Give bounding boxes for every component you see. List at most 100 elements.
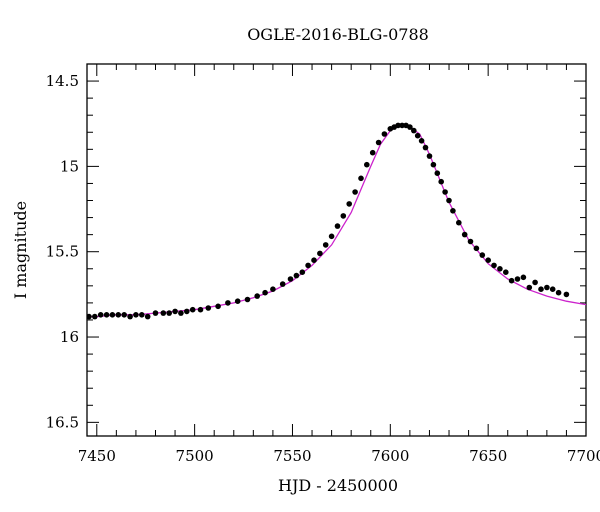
data-point xyxy=(430,161,437,168)
data-point xyxy=(491,262,497,269)
data-point xyxy=(352,189,358,195)
data-point xyxy=(503,269,509,276)
data-point xyxy=(103,312,110,318)
x-axis-ticks xyxy=(96,64,587,436)
data-point xyxy=(497,266,503,272)
data-point xyxy=(434,170,441,176)
data-point xyxy=(526,284,533,291)
data-point xyxy=(442,189,448,195)
y-tick-label: 14.5 xyxy=(46,72,79,90)
data-point xyxy=(305,262,311,269)
data-point xyxy=(133,312,139,318)
data-point xyxy=(189,306,196,313)
data-point xyxy=(346,201,353,207)
data-point xyxy=(520,274,527,281)
data-point xyxy=(152,310,159,316)
data-point xyxy=(407,124,413,130)
data-point xyxy=(254,293,260,299)
data-point xyxy=(317,250,323,257)
data-point xyxy=(456,219,462,226)
data-point xyxy=(544,284,550,291)
data-point xyxy=(358,175,364,182)
data-point xyxy=(479,252,486,258)
data-point xyxy=(244,296,251,303)
data-point xyxy=(467,238,474,245)
data-point xyxy=(127,313,133,320)
data-point xyxy=(322,242,329,248)
plot-frame xyxy=(86,63,587,437)
data-point xyxy=(549,286,556,293)
data-point xyxy=(328,233,335,240)
x-tick-label: 7450 xyxy=(78,447,116,465)
data-point xyxy=(311,257,317,264)
data-point xyxy=(92,313,98,320)
data-point xyxy=(160,310,167,316)
chart-title: OGLE-2016-BLG-0788 xyxy=(247,25,429,44)
data-point xyxy=(411,127,417,134)
data-point xyxy=(418,138,425,144)
data-point xyxy=(334,223,341,229)
data-point xyxy=(172,308,178,315)
data-point xyxy=(279,281,286,287)
x-axis-label: HJD - 2450000 xyxy=(278,476,398,495)
data-point xyxy=(87,313,92,320)
data-point xyxy=(563,291,570,298)
data-point xyxy=(121,312,127,318)
data-point xyxy=(234,298,241,305)
y-axis-ticks xyxy=(87,63,586,423)
y-axis-label: I magnitude xyxy=(11,201,30,299)
x-tick-label: 7600 xyxy=(371,447,409,465)
x-tick-label: 7700 xyxy=(567,447,600,465)
y-axis-tick-labels: 14.5 15 15.5 16 16.5 xyxy=(46,72,79,431)
y-tick-label: 15 xyxy=(60,157,79,175)
x-tick-label: 7500 xyxy=(176,447,214,465)
data-point xyxy=(375,139,382,146)
x-tick-label: 7550 xyxy=(273,447,311,465)
data-point xyxy=(262,289,268,296)
model-curve-line xyxy=(87,124,586,318)
data-point xyxy=(184,308,190,315)
data-point xyxy=(508,277,515,284)
data-point xyxy=(438,178,445,185)
model-curve-series xyxy=(87,124,586,318)
data-point xyxy=(364,161,370,168)
data-point xyxy=(166,310,172,316)
data-point xyxy=(215,303,221,310)
data-point xyxy=(485,257,492,264)
data-point xyxy=(369,149,376,156)
data-point xyxy=(225,300,231,306)
data-point xyxy=(414,132,421,139)
data-point xyxy=(205,305,212,311)
data-point xyxy=(399,122,405,129)
data-point xyxy=(287,276,294,282)
x-axis-tick-labels: 7450 7500 7550 7600 7650 7700 xyxy=(78,447,600,465)
data-point xyxy=(178,310,184,316)
data-point xyxy=(532,279,538,286)
x-tick-label: 7650 xyxy=(469,447,507,465)
data-point xyxy=(450,208,456,214)
data-point xyxy=(299,269,306,276)
data-point xyxy=(293,272,300,279)
photometry-points-series xyxy=(87,122,570,320)
y-tick-label: 15.5 xyxy=(46,243,79,261)
data-point xyxy=(395,122,401,129)
data-point xyxy=(340,213,347,219)
data-point xyxy=(97,312,104,318)
plot-border xyxy=(86,63,587,437)
data-point xyxy=(144,313,151,320)
data-point xyxy=(139,312,145,318)
data-point xyxy=(270,286,276,293)
data-point xyxy=(422,144,429,151)
data-point xyxy=(426,153,433,159)
y-tick-label: 16 xyxy=(60,328,79,346)
data-point xyxy=(109,312,116,318)
data-point xyxy=(538,286,544,293)
data-point xyxy=(115,312,122,318)
data-point xyxy=(514,276,521,282)
data-point xyxy=(197,306,204,313)
y-tick-label: 16.5 xyxy=(46,413,79,431)
data-point xyxy=(555,289,562,296)
data-point xyxy=(381,131,388,137)
data-point xyxy=(473,245,480,252)
